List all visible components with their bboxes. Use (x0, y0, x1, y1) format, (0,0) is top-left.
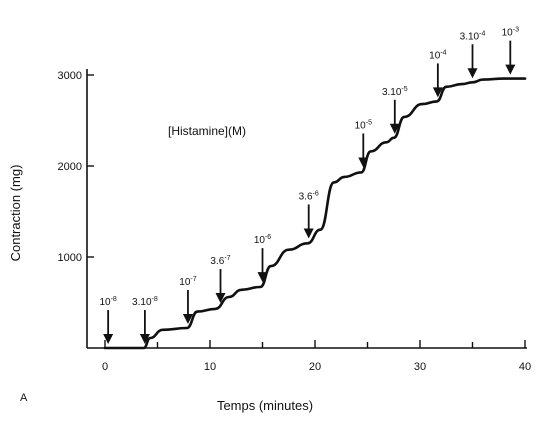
dose-arrow: 3.6-7 (210, 255, 231, 304)
panel-label: A (20, 392, 28, 404)
dose-label: 10-4 (429, 49, 446, 61)
dose-label: 3.6-7 (210, 255, 230, 267)
dose-arrow: 3.10-8 (132, 296, 158, 344)
dose-arrow: 10-8 (99, 296, 117, 344)
dose-arrow: 10-7 (179, 276, 197, 324)
dose-arrows: 10-8 3.10-8 10-7 3.6-7 10-6 3.6-6 10-5 3.10-5 10… (99, 27, 519, 344)
y-axis-label: Contraction (mg) (8, 165, 23, 262)
dose-arrow-head (467, 68, 478, 79)
dose-arrow: 10-3 (502, 27, 519, 75)
dose-label: 10-8 (99, 296, 116, 308)
dose-label: 10-6 (254, 234, 271, 246)
dose-arrow-head (303, 228, 314, 239)
dose-arrow: 10-6 (254, 234, 271, 283)
dose-arrow-head (139, 334, 150, 344)
histamine-annotation: [Histamine](M) (168, 124, 246, 138)
x-ticks: 0 10 20 30 40 (102, 340, 531, 373)
dose-label: 10-3 (502, 27, 519, 39)
dose-label: 10-5 (355, 119, 372, 131)
x-tick-label: 30 (414, 361, 426, 373)
y-tick-label: 1000 (58, 252, 82, 264)
x-tick-label: 0 (102, 361, 108, 373)
dose-arrow-head (215, 293, 226, 304)
dose-label: 3.10-4 (460, 30, 486, 42)
dose-arrow-head (358, 157, 369, 168)
dose-label: 10-7 (179, 276, 196, 288)
dose-arrow: 3.6-6 (299, 190, 319, 239)
dose-arrow: 10-4 (429, 49, 447, 98)
dose-arrow: 3.10-4 (460, 30, 486, 79)
x-tick-label: 10 (204, 361, 216, 373)
axes (86, 69, 527, 349)
y-tick-label: 3000 (58, 70, 82, 82)
dose-arrow: 3.10-5 (382, 86, 408, 134)
dose-arrow-head (257, 272, 268, 283)
x-tick-label: 40 (519, 361, 531, 373)
dose-label: 3.10-5 (382, 86, 408, 98)
y-ticks: 1000 2000 3000 (58, 70, 94, 264)
contraction-curve (103, 77, 527, 350)
dose-arrow-head (182, 313, 193, 324)
x-axis-label: Temps (minutes) (217, 398, 313, 413)
dose-arrow-head (505, 64, 516, 75)
dose-arrow-head (389, 123, 400, 134)
dose-arrow-head (103, 334, 114, 344)
dose-arrow: 10-5 (355, 119, 372, 168)
x-tick-label: 20 (309, 361, 321, 373)
dose-label: 3.6-6 (299, 190, 319, 202)
dose-arrow-head (432, 87, 443, 98)
dose-label: 3.10-8 (132, 296, 158, 308)
y-tick-label: 2000 (58, 161, 82, 173)
